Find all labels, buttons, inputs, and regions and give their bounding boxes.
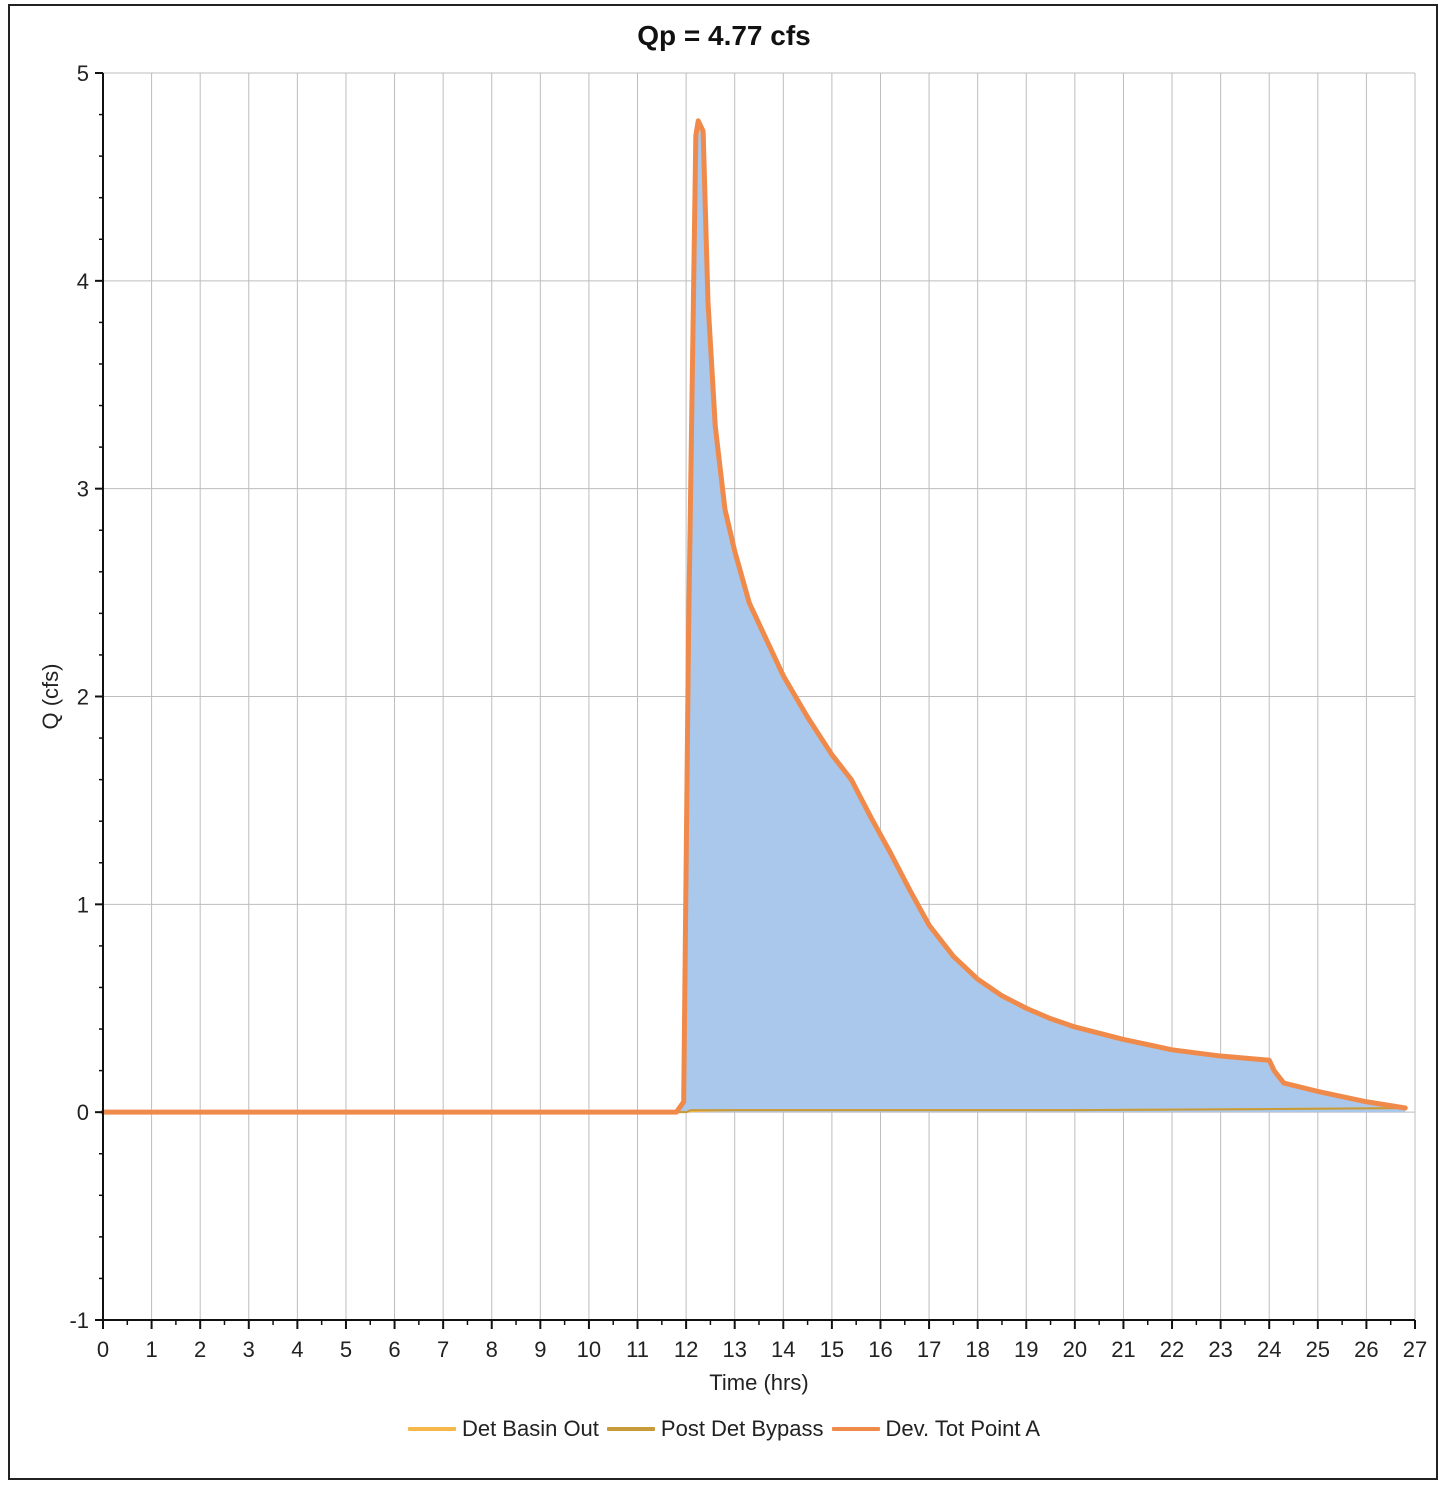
chart-legend: Det Basin Out Post Det Bypass Dev. Tot P… [0,1416,1448,1442]
x-tick-label: 7 [437,1337,449,1362]
x-tick-label: 11 [626,1337,649,1362]
y-tick-label: 4 [77,269,89,294]
x-tick-label: 21 [1111,1337,1135,1362]
y-tick-label: 2 [77,685,89,710]
x-tick-label: 27 [1403,1337,1427,1362]
x-tick-label: 23 [1208,1337,1232,1362]
x-tick-label: 4 [291,1337,303,1362]
x-tick-label: 2 [194,1337,206,1362]
x-tick-label: 20 [1063,1337,1087,1362]
x-tick-label: 0 [97,1337,109,1362]
x-tick-label: 9 [534,1337,546,1362]
x-tick-label: 16 [868,1337,892,1362]
x-tick-label: 8 [486,1337,498,1362]
x-tick-label: 25 [1306,1337,1330,1362]
x-tick-label: 15 [820,1337,844,1362]
post-det-bypass-line [102,1107,1407,1114]
chart-title: Qp = 4.77 cfs [637,20,811,51]
x-tick-label: 5 [340,1337,352,1362]
dev-tot-point-a-line [100,118,1408,1115]
y-tick-label: 3 [77,477,89,502]
x-tick-label: 18 [965,1337,989,1362]
x-tick-label: 22 [1160,1337,1184,1362]
x-tick-label: 12 [674,1337,698,1362]
x-tick-label: 19 [1014,1337,1038,1362]
y-axis-label: Q (cfs) [38,664,63,730]
x-tick-label: 14 [771,1337,795,1362]
y-tick-label: 0 [77,1100,89,1125]
y-tick-label: 5 [77,61,89,86]
x-axis-label: Time (hrs) [709,1370,808,1395]
chart-frame [8,4,1438,1480]
x-tick-label: 6 [388,1337,400,1362]
legend-label-det-basin-out: Det Basin Out [461,1416,599,1441]
x-tick-label: 26 [1354,1337,1378,1362]
y-tick-label: -1 [69,1308,89,1333]
x-tick-label: 1 [145,1337,157,1362]
x-tick-label: 10 [577,1337,601,1362]
legend-label-post-det-bypass: Post Det Bypass [660,1416,824,1441]
x-tick-label: 17 [917,1337,941,1362]
x-tick-label: 13 [722,1337,746,1362]
legend-item-det-basin-out: Det Basin Out [407,1416,599,1442]
legend-swatch-post-det-bypass [606,1427,655,1431]
legend-label-dev-tot-point-a: Dev. Tot Point A [885,1416,1041,1441]
x-tick-label: 3 [243,1337,255,1362]
x-tick-label: 24 [1257,1337,1281,1362]
legend-swatch-det-basin-out [407,1427,456,1431]
legend-item-dev-tot-point-a: Dev. Tot Point A [831,1416,1041,1442]
y-tick-label: 1 [77,892,89,917]
legend-swatch-dev-tot-point-a [831,1427,880,1431]
legend-item-post-det-bypass: Post Det Bypass [606,1416,824,1442]
